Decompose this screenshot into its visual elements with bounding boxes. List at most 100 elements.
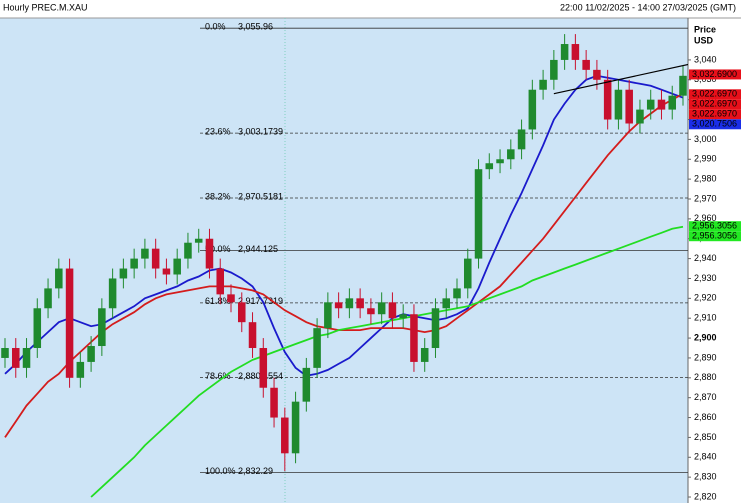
y-tick-label: 3,000 [694,134,717,144]
y-tick-label: 2,850 [694,432,717,442]
candle-body [205,238,214,269]
candle-body [657,99,666,110]
fib-ratio: 0.0% [205,22,226,32]
candle-body [474,169,483,259]
candle-body [108,278,117,309]
y-tick-label: 2,880 [694,372,717,382]
price-tag [689,109,741,120]
plot-area [0,18,688,503]
y-tick-label: 2,820 [694,491,717,501]
candle-body [485,163,494,170]
y-tick-label: 2,910 [694,313,717,323]
candle-body [442,298,451,309]
candle-body [668,95,677,110]
candle-body [259,348,268,388]
fib-price: 2,832.29 [238,466,273,476]
candle-body [291,401,300,454]
candle-body [194,238,203,243]
y-tick-label: 2,970 [694,193,717,203]
price-tag-label: 3,022.6970 [692,109,737,119]
candle-body [334,302,343,309]
chart-title: Hourly PREC.M.XAU [3,2,88,12]
y-tick-label: 2,940 [694,253,717,263]
y-tick-label: 2,900 [694,332,717,342]
plot: 0.0% 3,055.96 23.6% 3,003.1739 38.2% 2,970.51… [1,22,688,498]
candle-body [55,268,63,289]
price-tag-label: 3,020.7506 [692,119,737,129]
candle-body [76,361,85,378]
fib-ratio: 100.0% [205,466,236,476]
moving-average [4,74,684,377]
candle-body [679,75,687,96]
candle-body [507,149,515,160]
candle-body [582,59,590,70]
price-tag [689,119,741,130]
y-tick-label: 2,960 [694,213,717,223]
candle-body [593,69,601,80]
candle-body [184,242,192,259]
price-tag-label: 3,022.6970 [692,89,737,99]
candle-body [270,387,278,418]
candle-body [571,44,580,60]
candle-body [453,288,461,299]
candle-body [539,79,547,90]
candle-body [44,288,52,309]
candle-body [1,348,9,358]
candle-body [410,314,418,362]
fib-ratio: 38.2% [205,191,231,201]
candle-body [173,258,181,275]
price-tag [689,231,741,242]
price-tag-label: 2,956.3056 [692,231,737,241]
price-tag-label: 3,022.6970 [692,99,737,109]
candle-body [313,328,321,368]
candle-body [431,308,440,349]
fib-ratio: 78.6% [205,371,231,381]
candle-body [324,302,332,329]
y-tick-label: 3,040 [694,54,717,64]
candle-body [141,248,149,259]
price-tag [689,99,741,110]
fib-price: 2,917.7319 [238,296,283,306]
candle-body [237,302,246,323]
y-tick-label: 2,840 [694,452,717,462]
candle-body [302,367,311,402]
candle-body [560,44,569,60]
candle-body [420,348,429,362]
candle-body [281,417,289,454]
candle-body [87,346,95,362]
date-range: 22:00 11/02/2025 - 14:00 27/03/2025 (GMT… [560,2,736,12]
candle-body [388,302,397,319]
candle-body [98,308,106,347]
candle-body [216,268,225,295]
candle-body [33,308,42,349]
y-tick-label: 2,930 [694,273,717,283]
candle-body [119,268,128,279]
candle-body [603,79,612,120]
y-tick-label: 2,980 [694,174,717,184]
candle-body [367,308,375,315]
candle-body [517,129,526,150]
candle-body [463,258,472,289]
fib-price: 3,003.1739 [238,126,283,136]
candle-body [377,302,386,315]
candle-body [345,298,354,309]
y-tick-label: 2,890 [694,352,717,362]
fib-price: 3,055.96 [238,22,273,32]
candle-body [11,348,20,368]
candle-body [625,89,633,124]
axis-label: USD [694,35,714,45]
price-tag [689,69,741,80]
y-tick-label: 2,870 [694,392,717,402]
fib-ratio: 61.8% [205,296,231,306]
candle-body [614,89,623,120]
price-tag-label: 3,032.6900 [692,69,737,79]
candle-body [550,59,558,80]
y-tick-label: 2,990 [694,154,717,164]
trendline [553,63,688,95]
candle-body [227,294,235,303]
price-tag [689,221,741,232]
fib-ratio: 23.6% [205,126,231,136]
fib-price: 2,944.125 [238,244,278,254]
moving-average [4,92,684,438]
